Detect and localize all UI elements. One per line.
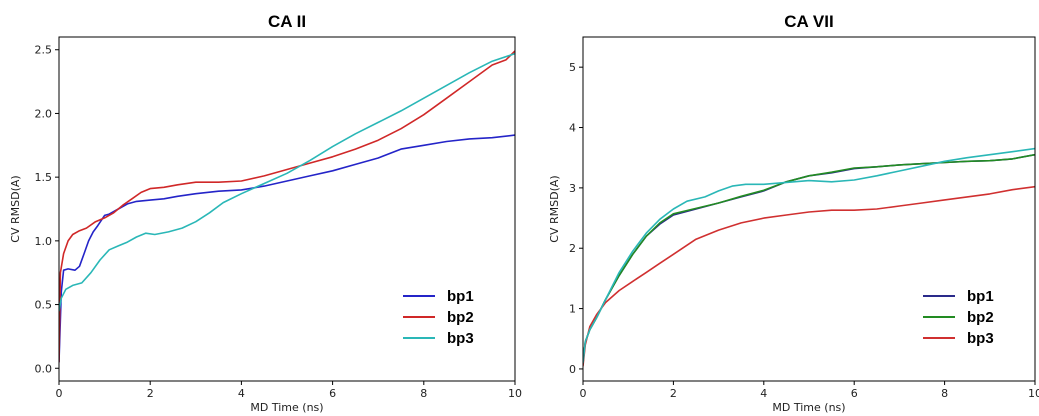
y-tick-label: 0 (569, 363, 576, 376)
legend-label-bp2: bp2 (967, 309, 994, 326)
y-tick-label: 2.0 (35, 107, 53, 120)
chart-ca-ii: CA II 0 2 4 6 8 10 0.0 0.5 1.0 1.5 2.0 2.5 MD Time (n… (9, 12, 522, 414)
legend-label-bp1: bp1 (967, 288, 994, 305)
legend-label-bp2: bp2 (447, 309, 474, 326)
x-tick-label: 0 (580, 387, 587, 400)
plot-frame (582, 36, 1036, 382)
x-tick-label: 10 (508, 387, 522, 400)
y-axis-label: CV RMSD(A) (9, 175, 22, 242)
y-tick-label: 3 (569, 182, 576, 195)
series-line-bp3 (583, 185, 1035, 367)
legend: bp1 bp2 bp3 (403, 288, 474, 347)
series-lines (583, 147, 1035, 367)
legend-label-bp1: bp1 (447, 288, 474, 305)
chart-title: CA II (268, 12, 306, 31)
x-tick-label: 4 (238, 387, 245, 400)
x-tick-label: 10 (1028, 387, 1039, 400)
y-tick-label: 1.5 (35, 171, 53, 184)
x-tick-label: 0 (56, 387, 63, 400)
x-axis-label: MD Time (ns) (772, 401, 845, 414)
plot-frame (58, 36, 516, 382)
y-tick-label: 0.0 (35, 362, 53, 375)
legend-label-bp3: bp3 (447, 330, 474, 347)
y-tick-label: 2 (569, 242, 576, 255)
x-tick-label: 4 (760, 387, 767, 400)
series-line-bp2 (59, 50, 515, 363)
y-tick-label: 5 (569, 61, 576, 74)
chart-ca-vii: CA VII 0 2 4 6 8 10 0 1 2 3 4 5 MD Time (ns) CV RMSD(A… (548, 12, 1039, 414)
x-tick-label: 8 (941, 387, 948, 400)
series-line-bp1 (59, 134, 515, 363)
legend-label-bp3: bp3 (967, 330, 994, 347)
y-tick-label: 2.5 (35, 44, 53, 57)
x-tick-label: 2 (670, 387, 677, 400)
y-axis-label: CV RMSD(A) (548, 175, 561, 242)
chart-title: CA VII (784, 12, 833, 31)
y-tick-label: 1.0 (35, 235, 53, 248)
series-lines (59, 50, 515, 363)
x-axis-label: MD Time (ns) (250, 401, 323, 414)
series-line-bp4 (583, 147, 1035, 364)
x-tick-label: 6 (851, 387, 858, 400)
legend: bp1 bp2 bp3 (923, 288, 994, 347)
y-tick-label: 1 (569, 303, 576, 316)
y-tick-label: 0.5 (35, 299, 53, 312)
x-tick-label: 2 (147, 387, 154, 400)
x-tick-label: 8 (420, 387, 427, 400)
x-tick-label: 6 (329, 387, 336, 400)
series-line-bp3 (59, 52, 515, 312)
y-tick-label: 4 (569, 122, 576, 135)
